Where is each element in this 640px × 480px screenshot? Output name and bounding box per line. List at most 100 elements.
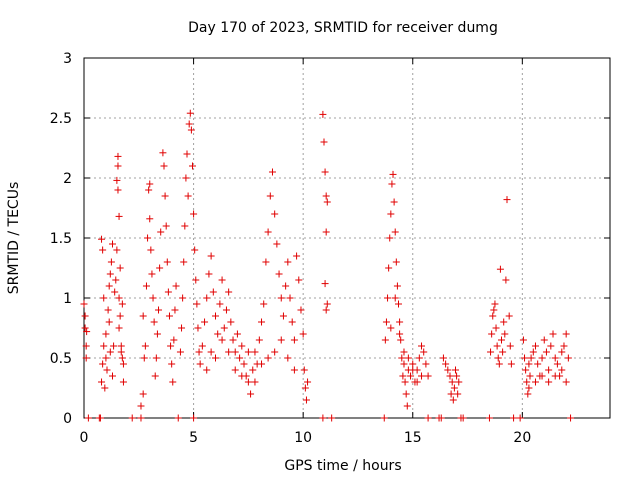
data-point <box>282 282 290 290</box>
data-point <box>560 342 568 350</box>
data-point <box>105 318 113 326</box>
data-point <box>207 348 215 356</box>
data-point <box>116 264 124 272</box>
data-point <box>449 396 457 404</box>
data-point <box>227 318 235 326</box>
data-point <box>551 372 559 380</box>
data-point <box>395 300 403 308</box>
data-point <box>220 324 228 332</box>
data-point <box>319 414 327 422</box>
data-point <box>521 354 529 362</box>
data-point <box>142 282 150 290</box>
data-point <box>161 192 169 200</box>
data-point <box>545 378 553 386</box>
data-point <box>547 342 555 350</box>
data-point <box>179 294 187 302</box>
data-point <box>400 348 408 356</box>
data-point <box>137 414 145 422</box>
data-point <box>320 138 328 146</box>
data-point <box>321 280 329 288</box>
data-point <box>564 354 572 362</box>
data-point <box>102 330 110 338</box>
data-point <box>268 168 276 176</box>
data-point <box>273 240 281 248</box>
data-point <box>491 300 499 308</box>
data-point <box>302 396 310 404</box>
data-point <box>387 210 395 218</box>
data-point <box>393 282 401 290</box>
data-point <box>454 390 462 398</box>
data-point <box>322 306 330 314</box>
data-point <box>99 246 107 254</box>
data-point <box>545 366 553 374</box>
data-point <box>420 348 428 356</box>
y-tick-label: 0 <box>63 411 72 427</box>
data-point <box>114 162 122 170</box>
data-point <box>442 360 450 368</box>
data-point <box>485 414 493 422</box>
data-point <box>402 390 410 398</box>
data-point <box>247 390 255 398</box>
data-point <box>146 215 154 223</box>
data-point <box>387 324 395 332</box>
data-point <box>558 348 566 356</box>
data-point <box>495 360 503 368</box>
data-point <box>192 276 200 284</box>
data-point <box>529 348 537 356</box>
y-tick-label: 1.5 <box>50 231 72 247</box>
data-point <box>152 354 160 362</box>
data-point <box>382 318 390 326</box>
data-point <box>489 312 497 320</box>
data-point <box>439 354 447 362</box>
data-point <box>264 354 272 362</box>
data-point <box>164 288 172 296</box>
data-point <box>114 152 122 160</box>
data-point <box>390 198 398 206</box>
data-point <box>251 378 259 386</box>
data-point <box>153 330 161 338</box>
data-point <box>525 384 533 392</box>
data-point <box>391 294 399 302</box>
data-point <box>251 348 259 356</box>
data-point <box>500 318 508 326</box>
data-point <box>516 414 524 422</box>
data-point <box>212 354 219 362</box>
data-point <box>115 324 123 332</box>
data-point <box>146 180 154 188</box>
data-point <box>494 354 502 362</box>
data-point <box>96 414 104 422</box>
data-point <box>488 330 496 338</box>
data-point <box>415 354 423 362</box>
data-point <box>271 210 279 218</box>
x-axis-tick-labels: 0 5 10 15 20 <box>80 430 532 446</box>
data-point <box>553 360 561 368</box>
data-point <box>218 336 226 344</box>
data-point <box>113 176 121 184</box>
data-point <box>319 110 327 118</box>
data-point <box>526 372 534 380</box>
data-point <box>118 300 126 308</box>
data-point <box>507 360 515 368</box>
data-point <box>403 402 411 410</box>
data-point <box>531 378 539 386</box>
data-point <box>407 372 415 380</box>
data-point <box>216 300 224 308</box>
x-axis-label: GPS time / hours <box>284 458 401 474</box>
data-point <box>524 390 532 398</box>
data-point <box>225 288 233 296</box>
data-point <box>169 378 177 386</box>
data-point <box>163 258 171 266</box>
data-point <box>82 342 90 350</box>
data-point <box>148 270 156 278</box>
data-point <box>451 366 459 374</box>
data-point <box>493 342 501 350</box>
data-point <box>231 348 239 356</box>
data-point <box>128 414 136 422</box>
data-point <box>160 162 168 170</box>
data-point <box>141 342 149 350</box>
data-point <box>106 270 114 278</box>
data-point <box>203 366 211 374</box>
data-point <box>499 348 507 356</box>
data-point <box>286 294 294 302</box>
y-tick-label: 1 <box>63 291 72 307</box>
